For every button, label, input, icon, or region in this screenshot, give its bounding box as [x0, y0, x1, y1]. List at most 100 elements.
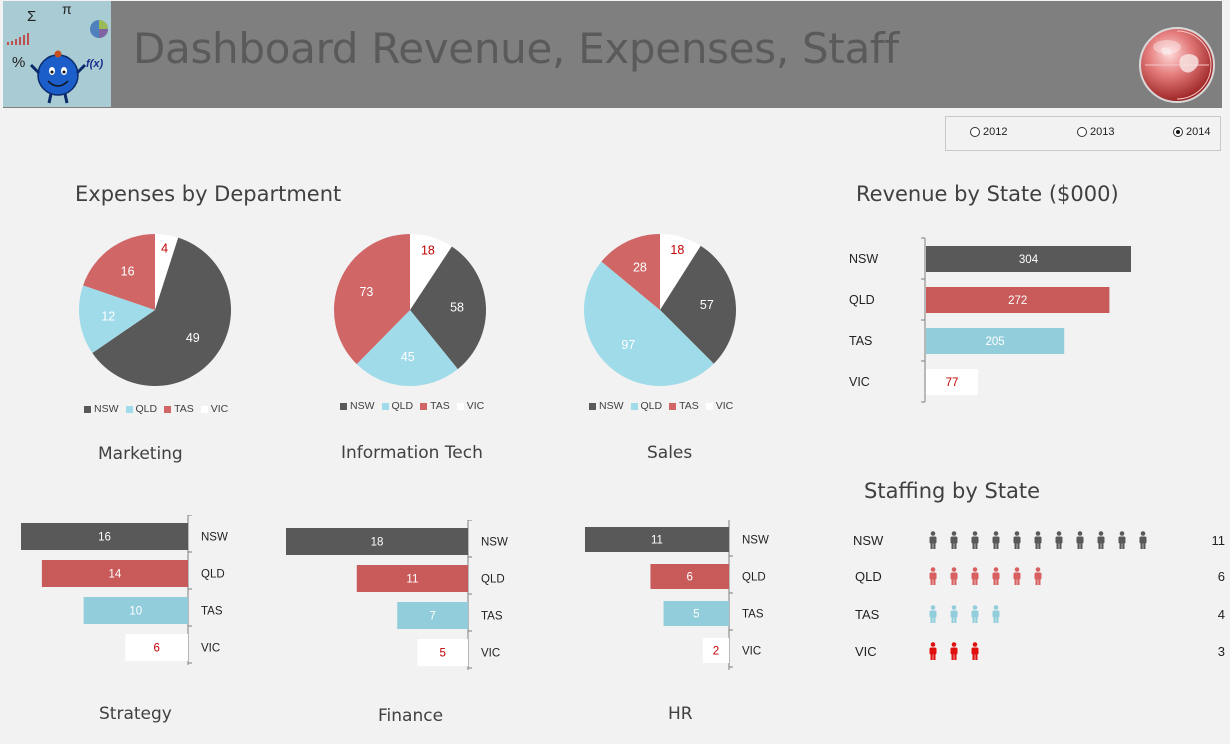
pie-slice-tas [601, 234, 660, 310]
staff-row-vic: VIC 3 [850, 642, 1225, 662]
pie-slice-tas [334, 234, 410, 365]
pie-slice-tas [83, 234, 155, 310]
bar-vic [926, 369, 978, 395]
category-label-qld: QLD [849, 293, 875, 307]
pie-data-label-vic: 4 [161, 241, 168, 255]
person-icon [1013, 531, 1021, 549]
bar-tas [397, 602, 468, 629]
staff-row-qld: QLD 6 [850, 567, 1225, 587]
bar-tas [83, 597, 188, 624]
category-label-nsw: NSW [849, 252, 878, 266]
person-icon [971, 531, 979, 549]
bar-vic [702, 638, 729, 663]
person-icon [971, 642, 979, 660]
globe-icon[interactable] [1137, 25, 1217, 105]
legend-item-tas: TAS [669, 400, 699, 412]
legend-swatch [589, 402, 596, 410]
legend-item-vic: VIC [456, 400, 484, 412]
bar-data-label-tas: 205 [986, 336, 1005, 348]
person-icon [950, 567, 958, 585]
year-selector: 2012 2013 2014 [945, 116, 1221, 151]
person-icon [992, 605, 1000, 623]
bar-qld [41, 560, 188, 587]
logo-glyph-percent: % [12, 54, 25, 71]
radio-button-icon[interactable] [970, 127, 980, 137]
bar-data-label-tas: 7 [429, 611, 435, 623]
chart-title-information-tech: Information Tech [341, 443, 483, 463]
person-icon [929, 567, 937, 585]
bar-chart-finance: 18 NSW 11 QLD 7 TAS 5 VIC [286, 520, 508, 670]
category-label-nsw: NSW [481, 537, 508, 549]
person-icon [971, 605, 979, 623]
bar-data-label-nsw: 11 [651, 535, 663, 547]
legend-label: NSW [94, 403, 119, 415]
category-label-tas: TAS [481, 611, 503, 623]
pie-slice-qld [584, 261, 714, 386]
pie-slice-qld [79, 285, 155, 353]
pie-data-label-nsw: 49 [186, 331, 200, 345]
staff-row-tas: TAS 4 [850, 605, 1225, 625]
category-label-nsw: NSW [201, 532, 228, 544]
staff-count: 11 [1211, 533, 1226, 548]
chart-title-marketing: Marketing [98, 444, 183, 464]
mini-bar-icon [7, 33, 29, 45]
staff-person-icons [929, 531, 1147, 549]
legend-swatch [200, 405, 208, 413]
revenue-section-title: Revenue by State ($000) [856, 182, 1119, 206]
expenses-section-title: Expenses by Department [75, 182, 342, 206]
bar-nsw [926, 246, 1131, 272]
header-banner [3, 1, 1222, 108]
bar-chart-revenue-by-state: 304 NSW 272 QLD 205 TAS 77 VIC [849, 237, 1131, 403]
bar-data-label-qld: 11 [406, 574, 418, 586]
bar-data-label-qld: 272 [1008, 295, 1027, 307]
legend-item-qld: QLD [381, 400, 413, 412]
mascot-figure [29, 50, 87, 104]
legend-label: QLD [640, 400, 663, 412]
mascot-logo-icon: Σ π % f(x) [3, 1, 111, 107]
radio-button-icon[interactable] [1077, 127, 1087, 137]
legend-swatch [381, 402, 389, 410]
category-label-qld: QLD [742, 572, 766, 584]
radio-label: 2013 [1090, 126, 1115, 138]
category-label-vic: VIC [201, 643, 220, 655]
legend-swatch [84, 405, 91, 413]
chart-title-finance: Finance [378, 706, 444, 726]
bar-chart-hr: 11 NSW 6 QLD 5 TAS 2 VIC [585, 520, 769, 670]
person-icon [1013, 567, 1021, 585]
legend-item-qld: QLD [630, 400, 663, 412]
staff-person-icons [929, 605, 1000, 623]
legend-item-tas: TAS [420, 400, 450, 412]
legend-label: NSW [350, 400, 375, 412]
legend-swatch [420, 402, 428, 410]
radio-label: 2014 [1186, 126, 1211, 138]
person-icon [992, 531, 1000, 549]
bar-data-label-vic: 77 [946, 377, 959, 389]
staff-person-icons [929, 567, 1042, 585]
legend-label: VIC [210, 403, 229, 415]
category-label-tas: TAS [849, 334, 872, 348]
legend-item-nsw: NSW [340, 400, 375, 412]
staff-count: 4 [1217, 607, 1225, 622]
bar-data-label-nsw: 16 [98, 532, 111, 544]
bar-data-label-qld: 6 [687, 572, 693, 584]
person-icon [1034, 531, 1042, 549]
legend-label: NSW [599, 400, 624, 412]
pie-chart-sales: 18 57 97 28 [584, 234, 736, 386]
person-icon [971, 567, 979, 585]
bar-data-label-vic: 2 [713, 646, 719, 658]
bar-qld [650, 564, 729, 589]
bar-chart-strategy: 16 NSW 14 QLD 10 TAS 6 VIC [21, 515, 228, 665]
bar-vic [417, 639, 468, 666]
chart-title-hr: HR [668, 704, 693, 724]
radio-2012[interactable]: 2012 [970, 126, 1007, 138]
legend-label: TAS [174, 403, 194, 415]
legend-item-tas: TAS [164, 403, 194, 415]
staff-count: 3 [1217, 644, 1225, 659]
pie-slice-nsw [660, 245, 736, 364]
staff-row-nsw: NSW 11 [850, 531, 1225, 551]
radio-button-selected-icon[interactable] [1173, 127, 1183, 137]
staff-person-icons [929, 642, 979, 660]
radio-2014[interactable]: 2014 [1173, 126, 1210, 138]
radio-2013[interactable]: 2013 [1077, 126, 1114, 138]
person-icon [1034, 567, 1042, 585]
